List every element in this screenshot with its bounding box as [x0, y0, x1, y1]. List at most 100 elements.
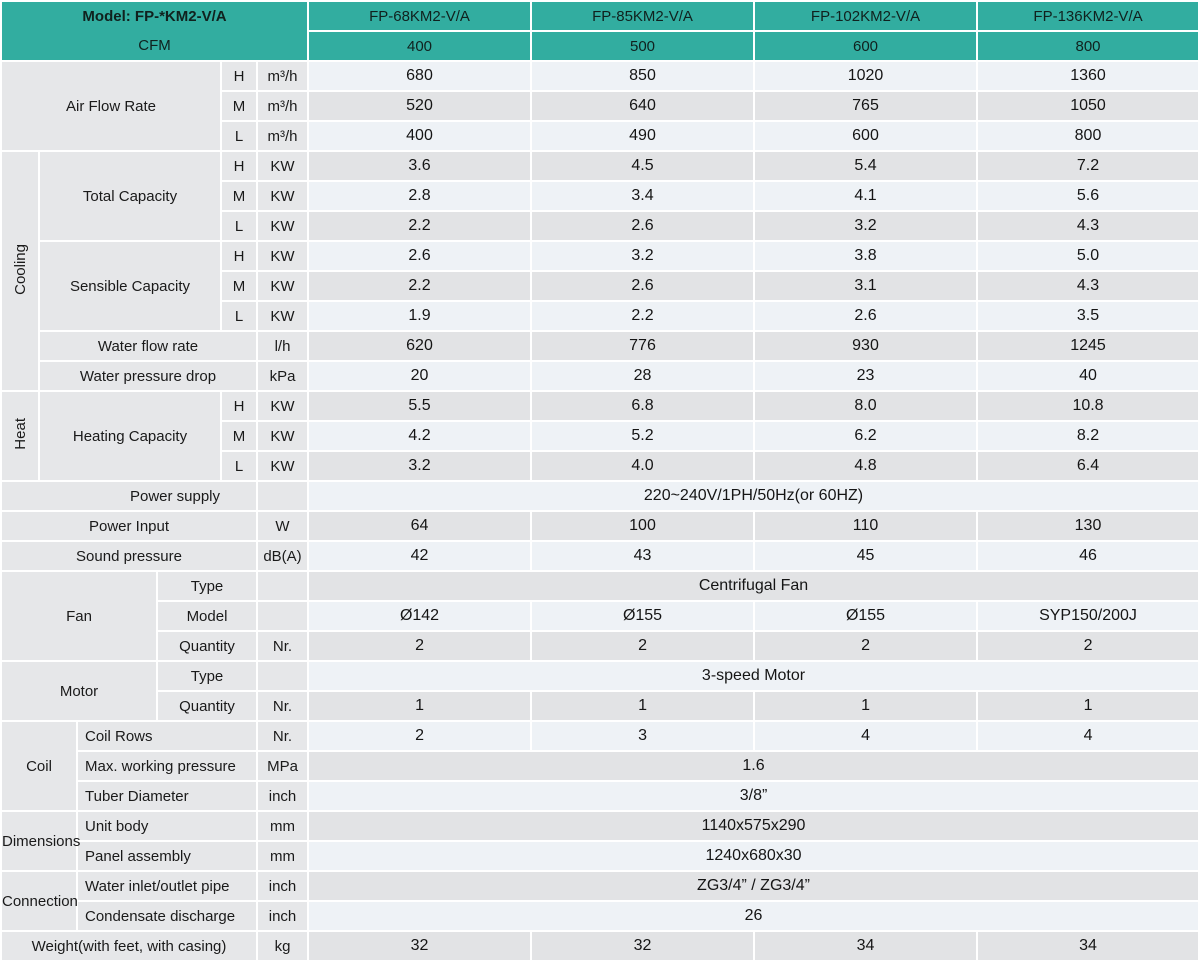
- value-cell: 5.4: [755, 152, 977, 180]
- model-column-header: FP-136KM2-V/A: [978, 2, 1199, 30]
- value-cell: 1050: [978, 92, 1199, 120]
- row-label-max-working-pressure: Max. working pressure: [78, 752, 256, 780]
- speed-label: M: [222, 422, 256, 450]
- section-label-fan: Fan: [2, 572, 156, 660]
- value-cell: 34: [978, 932, 1199, 960]
- unit-label: KW: [258, 452, 308, 480]
- value-cell: 5.2: [532, 422, 754, 450]
- model-column-header: FP-85KM2-V/A: [532, 2, 754, 30]
- value-cell: 7.2: [978, 152, 1199, 180]
- value-cell: 2.2: [309, 212, 531, 240]
- value-cell: 490: [532, 122, 754, 150]
- value-cell: 8.2: [978, 422, 1199, 450]
- value-cell: 20: [309, 362, 531, 390]
- cfm-title: CFM: [138, 37, 171, 54]
- value-cell: 4.2: [309, 422, 531, 450]
- table-row: L KW 2.2 2.6 3.2 4.3: [2, 212, 1199, 240]
- speed-label: M: [222, 92, 256, 120]
- table-row: Motor Type 3-speed Motor: [2, 662, 1199, 720]
- speed-label: H: [222, 392, 256, 420]
- value-cell: 5.5: [309, 392, 531, 420]
- unit-label: KW: [258, 182, 308, 210]
- value-cell: 34: [755, 932, 977, 960]
- table-row: L KW 1.9 2.2 2.6 3.5: [2, 302, 1199, 330]
- value-cell: 2.8: [309, 182, 531, 210]
- value-cell: 2.6: [309, 242, 531, 270]
- value-cell: Ø155: [755, 602, 977, 630]
- unit-label: m³/h: [258, 122, 308, 150]
- unit-label: kg: [258, 932, 308, 960]
- value-cell: 600: [755, 122, 977, 150]
- value-cell: 64: [309, 512, 531, 540]
- value-cell: 4: [978, 722, 1199, 750]
- value-cell-merged: 1140x575x290: [309, 812, 1199, 840]
- table-row: Sensible Capacity H KW 2.6 3.2 3.8 5.0: [2, 242, 1199, 330]
- value-cell: 1020: [755, 62, 977, 90]
- value-cell: 4.1: [755, 182, 977, 210]
- table-row: Model Ø142 Ø155 Ø155 SYP150/200J: [2, 602, 1199, 630]
- row-label-air-flow-rate: Air Flow Rate: [2, 62, 220, 150]
- value-cell: 46: [978, 542, 1199, 570]
- value-cell: 2: [309, 632, 531, 660]
- value-cell: 3.6: [309, 152, 531, 180]
- unit-label: inch: [258, 872, 308, 900]
- table-row: Condensate discharge inch 26: [2, 902, 1199, 930]
- cfm-row: 400 500 600 800: [2, 32, 1199, 60]
- value-cell: 2.6: [755, 302, 977, 330]
- unit-label: MPa: [258, 752, 308, 780]
- value-cell: 1360: [978, 62, 1199, 90]
- row-label-weight: Weight(with feet, with casing): [2, 932, 256, 960]
- unit-label: Nr.: [258, 722, 308, 750]
- value-cell: 1: [532, 692, 754, 720]
- table-row: Quantity Nr. 2 2 2 2: [2, 632, 1199, 660]
- table-row: Quantity Nr. 1 1 1 1: [2, 692, 1199, 720]
- speed-label: H: [222, 152, 256, 180]
- value-cell: 640: [532, 92, 754, 120]
- unit-label: m³/h: [258, 62, 308, 90]
- value-cell: 32: [532, 932, 754, 960]
- row-label-fan-model: Model: [158, 602, 256, 630]
- row-label-total-capacity: Total Capacity: [40, 152, 220, 240]
- unit-label: KW: [258, 392, 308, 420]
- value-cell: 28: [532, 362, 754, 390]
- model-title: Model: FP-*KM2-V/A: [82, 8, 227, 25]
- value-cell-merged: Centrifugal Fan: [309, 572, 1199, 600]
- value-cell: 2.6: [532, 212, 754, 240]
- row-label-water-inlet-outlet-pipe: Water inlet/outlet pipe: [78, 872, 256, 900]
- section-label-dimensions: Dimensions: [2, 812, 80, 870]
- value-cell-merged: 220~240V/1PH/50Hz(or 60HZ): [309, 482, 1199, 510]
- row-label-tuber-diameter: Tuber Diameter: [78, 782, 256, 810]
- row-label-sensible-capacity: Sensible Capacity: [40, 242, 220, 330]
- unit-label: Nr.: [258, 632, 308, 660]
- value-cell: 6.4: [978, 452, 1199, 480]
- value-cell: 23: [755, 362, 977, 390]
- value-cell: SYP150/200J: [978, 602, 1199, 630]
- table-row: Tuber Diameter inch 3/8”: [2, 782, 1199, 810]
- table-row: M KW 2.8 3.4 4.1 5.6: [2, 182, 1199, 210]
- value-cell: 4.3: [978, 212, 1199, 240]
- value-cell-merged: 1.6: [309, 752, 1199, 780]
- value-cell: 2.6: [532, 272, 754, 300]
- value-cell: 130: [978, 512, 1199, 540]
- table-row: Power supply 220~240V/1PH/50Hz(or 60HZ): [2, 482, 1199, 510]
- table-row: L KW 3.2 4.0 4.8 6.4: [2, 452, 1199, 480]
- section-label-heat: Heat: [2, 392, 38, 480]
- unit-label: m³/h: [258, 92, 308, 120]
- speed-label: H: [222, 242, 256, 270]
- table-row: Fan Type Centrifugal Fan: [2, 572, 1199, 660]
- speed-label: L: [222, 212, 256, 240]
- section-label-motor: Motor: [2, 662, 156, 720]
- table-row: Sound pressure dB(A) 42 43 45 46: [2, 542, 1199, 570]
- table-row: Panel assembly mm 1240x680x30: [2, 842, 1199, 870]
- unit-label: KW: [258, 212, 308, 240]
- value-cell: 8.0: [755, 392, 977, 420]
- cfm-value: 500: [532, 32, 754, 60]
- unit-label: inch: [258, 782, 308, 810]
- speed-label: M: [222, 182, 256, 210]
- unit-label-empty: [258, 482, 308, 510]
- value-cell: 2.2: [309, 272, 531, 300]
- value-cell: 2: [755, 632, 977, 660]
- value-cell: 1.9: [309, 302, 531, 330]
- unit-label-empty: [258, 662, 308, 690]
- table-row: Dimensions Unit body mm 1140x575x290: [2, 812, 1199, 870]
